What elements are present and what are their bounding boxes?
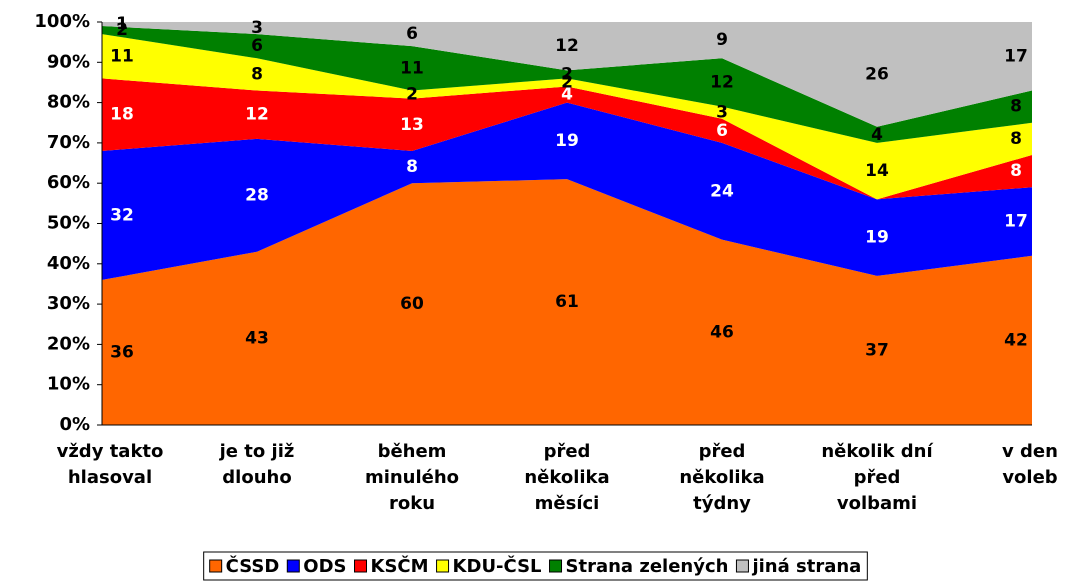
data-label: 26 — [865, 64, 889, 84]
data-label: 3 — [716, 103, 728, 123]
data-label: 8 — [1010, 97, 1022, 117]
legend: ČSSD ODS KSČM KDU-ČSL Strana zelených jiná st… — [203, 551, 868, 581]
x-tick-label: vždy takto hlasoval — [57, 441, 164, 488]
x-tick-line: v den — [1002, 441, 1058, 462]
data-label: 60 — [400, 294, 424, 314]
data-label: 37 — [865, 340, 889, 360]
data-label: 12 — [555, 36, 579, 56]
data-label: 43 — [245, 328, 269, 348]
legend-label: Strana zelených — [566, 556, 729, 577]
x-tick-line: měsíci — [535, 493, 600, 514]
y-tick-label: 10% — [47, 374, 90, 395]
area — [102, 22, 1032, 127]
data-label: 8 — [1010, 161, 1022, 181]
data-label: 12 — [710, 72, 734, 92]
x-tick-line: týdny — [693, 493, 751, 514]
data-label: 14 — [865, 161, 889, 181]
data-label: 13 — [400, 115, 424, 135]
legend-box — [203, 551, 868, 581]
x-tick-line: hlasoval — [68, 467, 152, 488]
x-tick-label: je to již dlouho — [219, 441, 295, 488]
data-label: 17 — [1004, 211, 1028, 231]
legend-swatch — [436, 559, 450, 573]
legend-label: ODS — [303, 556, 346, 577]
area — [102, 179, 1032, 425]
x-tick-line: minulého — [365, 467, 459, 488]
y-tick-label: 90% — [47, 51, 90, 72]
legend-label: KDU-ČSL — [453, 555, 542, 577]
x-tick-line: několika — [524, 467, 609, 488]
data-label: 11 — [400, 58, 424, 78]
data-label: 2 — [116, 20, 128, 40]
data-label: 4 — [871, 125, 883, 145]
legend-swatch — [286, 559, 300, 573]
y-tick-label: 20% — [47, 333, 90, 354]
y-tick-label: 30% — [47, 293, 90, 314]
x-tick-line: před — [544, 441, 591, 462]
x-tick-line: před — [699, 441, 746, 462]
x-tick-line: roku — [389, 493, 435, 514]
area — [102, 78, 1032, 200]
data-label: 28 — [245, 185, 269, 205]
x-tick-line: je to již — [219, 441, 295, 462]
data-label: 6 — [251, 36, 263, 56]
data-label: 12 — [245, 105, 269, 125]
legend-swatch — [354, 559, 368, 573]
data-label: 8 — [251, 64, 263, 84]
data-label: 6 — [716, 121, 728, 141]
x-tick-line: během — [378, 441, 447, 462]
x-tick-label: před několika měsíci — [524, 441, 609, 514]
x-tick-line: několik dní — [821, 441, 933, 462]
area — [102, 102, 1032, 280]
y-tick-label: 40% — [47, 253, 90, 274]
y-tick-label: 60% — [47, 172, 90, 193]
data-label: 1 — [116, 14, 128, 34]
x-tick-label: v den voleb — [1002, 441, 1058, 488]
data-label: 46 — [710, 322, 734, 342]
y-tick-label: 80% — [47, 92, 90, 113]
x-tick-label: před několika týdny — [679, 441, 764, 514]
data-label: 32 — [110, 205, 134, 225]
data-label: 8 — [1010, 129, 1022, 149]
x-tick-label: během minulého roku — [365, 441, 459, 514]
legend-swatch — [209, 559, 223, 573]
data-label: 61 — [555, 292, 579, 312]
data-label: 2 — [561, 64, 573, 84]
data-label: 11 — [110, 46, 134, 66]
x-tick-label: několik dní před volbami — [821, 441, 933, 514]
x-tick-line: dlouho — [222, 467, 291, 488]
y-tick-label: 50% — [47, 213, 90, 234]
legend-label: ČSSD — [226, 555, 280, 577]
legend-label: jiná strana — [751, 556, 861, 577]
x-tick-line: před — [854, 467, 901, 488]
data-label: 2 — [561, 72, 573, 92]
y-tick-label: 0% — [59, 414, 90, 435]
data-label: 8 — [406, 157, 418, 177]
y-tick-label: 70% — [47, 132, 90, 153]
legend-swatch — [735, 559, 749, 573]
data-label: 24 — [710, 181, 734, 201]
x-tick-line: vždy takto — [57, 441, 164, 462]
data-label: 9 — [716, 30, 728, 50]
data-label: 19 — [555, 131, 579, 151]
data-label: 18 — [110, 105, 134, 125]
data-label: 36 — [110, 342, 134, 362]
data-label: 19 — [865, 228, 889, 248]
legend-label: KSČM — [371, 555, 429, 577]
data-label: 6 — [406, 24, 418, 44]
legend-swatch — [549, 559, 563, 573]
data-label: 42 — [1004, 330, 1028, 350]
x-tick-line: volbami — [837, 493, 917, 514]
x-tick-line: voleb — [1002, 467, 1057, 488]
x-tick-line: několika — [679, 467, 764, 488]
data-label: 3 — [251, 18, 263, 38]
data-label: 17 — [1004, 46, 1028, 66]
data-label: 2 — [406, 85, 418, 105]
y-tick-label: 100% — [34, 11, 90, 32]
data-label: 4 — [561, 85, 573, 105]
area — [102, 34, 1032, 200]
area — [102, 26, 1032, 143]
